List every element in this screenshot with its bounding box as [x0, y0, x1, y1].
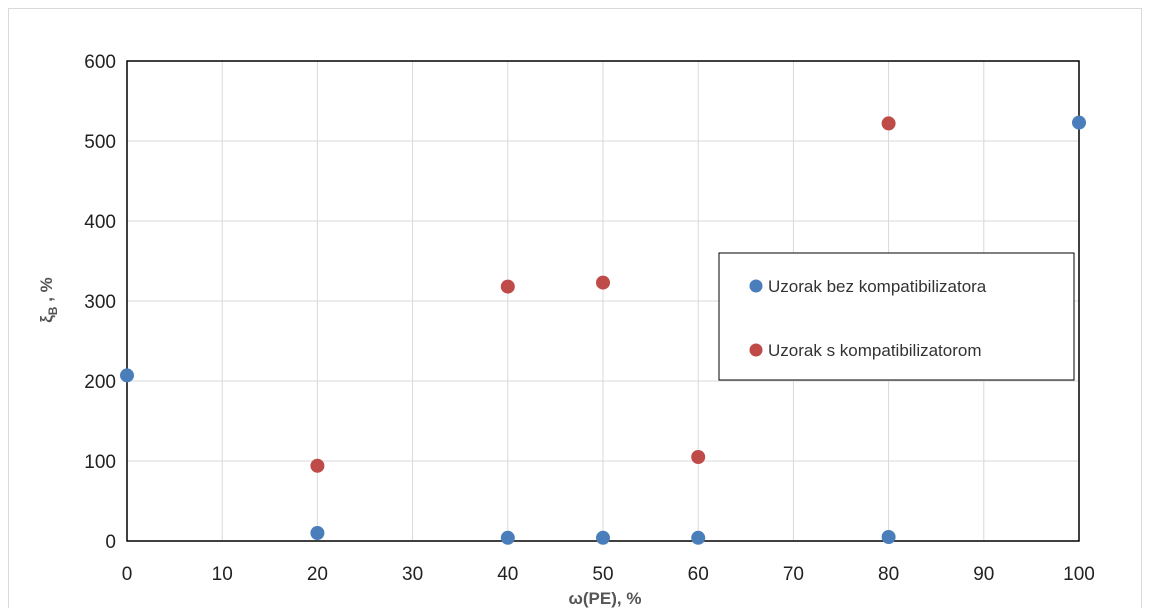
- legend: Uzorak bez kompatibilizatora Uzorak s ko…: [718, 252, 1075, 381]
- y-tick-label-2: 200: [84, 372, 116, 393]
- x-tick-label-1: 10: [212, 564, 233, 585]
- y-tick-label-1: 100: [84, 452, 116, 473]
- point-series-1-6: [1072, 115, 1086, 130]
- point-series-1-0: [120, 368, 134, 383]
- legend-marker-series-2: [749, 343, 763, 357]
- x-tick-label-5: 50: [592, 564, 613, 585]
- x-tick-label-10: 100: [1063, 564, 1095, 585]
- x-tick-label-6: 60: [688, 564, 709, 585]
- point-series-2-0: [310, 458, 325, 473]
- point-series-2-3: [691, 450, 706, 464]
- y-tick-label-3: 300: [84, 292, 116, 313]
- legend-marker-series-1: [749, 279, 763, 293]
- x-tick-label-3: 30: [402, 564, 423, 585]
- point-series-2-4: [881, 116, 896, 131]
- y-axis-title-symbol: ξ: [37, 315, 56, 323]
- x-tick-label-4: 40: [497, 564, 518, 585]
- x-tick-label-9: 90: [973, 564, 994, 585]
- point-series-2-2: [596, 275, 610, 290]
- y-tick-label-5: 500: [84, 132, 116, 153]
- y-axis-title-unit: , %: [37, 277, 56, 306]
- point-series-2-1: [500, 279, 515, 294]
- point-series-1-3: [596, 530, 610, 545]
- y-tick-label-4: 400: [84, 212, 116, 233]
- legend-label-series-1: Uzorak bez kompatibilizatora: [768, 277, 987, 296]
- x-tick-label-8: 80: [878, 564, 899, 585]
- y-axis-title-subscript: B: [46, 306, 60, 315]
- point-series-1-4: [691, 530, 706, 545]
- point-series-1-5: [881, 530, 896, 544]
- y-axis-tick-labels: 0 100 200 300 400 500 600: [84, 52, 116, 553]
- legend-box: [718, 252, 1075, 381]
- y-axis-title: ξB , %: [37, 277, 60, 323]
- point-series-1-1: [310, 526, 325, 540]
- point-series-1-2: [500, 530, 515, 545]
- y-tick-label-6: 600: [84, 52, 116, 73]
- x-axis-tick-labels: 0 10 20 30 40 50 60 70 80 90 100: [122, 564, 1095, 585]
- legend-label-series-2: Uzorak s kompatibilizatorom: [768, 341, 982, 360]
- data-points: [120, 115, 1086, 545]
- y-tick-label-0: 0: [105, 532, 116, 553]
- x-tick-label-0: 0: [122, 564, 133, 585]
- x-axis-title: ω(PE), %: [569, 589, 642, 608]
- x-tick-label-2: 20: [307, 564, 328, 585]
- x-tick-label-7: 70: [783, 564, 804, 585]
